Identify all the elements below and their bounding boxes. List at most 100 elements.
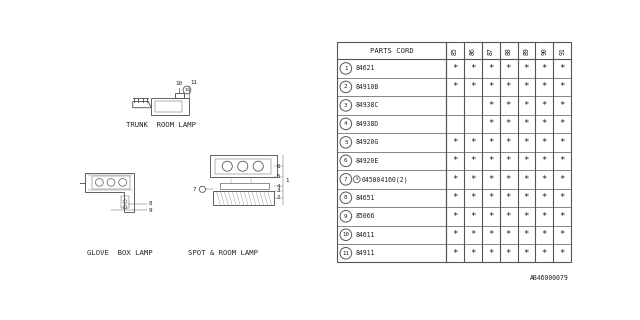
Text: *: * [488,119,493,128]
Text: *: * [488,249,493,258]
Text: *: * [559,64,565,73]
Text: 84611: 84611 [356,232,375,238]
Text: *: * [524,101,529,110]
Bar [155,101,182,112]
Text: SPOT & ROOM LAMP: SPOT & ROOM LAMP [188,250,259,256]
Text: *: * [506,101,511,110]
Text: *: * [559,119,565,128]
Text: *: * [541,212,547,221]
Text: *: * [452,193,458,202]
Text: *: * [470,64,476,73]
Text: PARTS CORD: PARTS CORD [370,48,413,54]
Text: *: * [452,138,458,147]
Text: 4: 4 [276,184,280,189]
Text: 11: 11 [190,80,197,85]
Text: 5: 5 [276,174,280,180]
Text: *: * [452,64,458,73]
Text: *: * [470,193,476,202]
Text: 84920E: 84920E [356,158,379,164]
Text: *: * [488,156,493,165]
Text: 045004160(2): 045004160(2) [362,176,408,182]
Text: 3: 3 [344,103,348,108]
Text: *: * [524,193,529,202]
Text: 84938C: 84938C [356,102,379,108]
Bar [215,158,271,174]
Text: 10: 10 [342,232,349,237]
Text: 1: 1 [344,66,348,71]
Bar [151,99,189,116]
Bar [213,191,274,205]
Text: *: * [488,64,493,73]
Text: *: * [559,249,565,258]
Text: 11: 11 [184,88,189,92]
Text: *: * [541,119,547,128]
Text: *: * [452,212,458,221]
Text: 84920G: 84920G [356,139,379,145]
Text: S: S [355,177,358,181]
Text: 84621: 84621 [356,65,375,71]
Text: AB46000079: AB46000079 [529,275,568,281]
Text: *: * [506,193,511,202]
Text: *: * [559,101,565,110]
Text: *: * [506,83,511,92]
Text: *: * [470,230,476,239]
Text: *: * [452,156,458,165]
Text: 8: 8 [148,202,152,206]
Text: 89: 89 [524,47,529,55]
Text: *: * [488,101,493,110]
Circle shape [340,192,351,204]
Text: *: * [506,249,511,258]
Text: *: * [506,156,511,165]
Bar [92,176,131,188]
Text: *: * [488,83,493,92]
Text: *: * [559,156,565,165]
Bar [210,156,277,177]
Text: *: * [524,230,529,239]
Text: *: * [524,212,529,221]
Text: 9: 9 [344,214,348,219]
Circle shape [340,100,351,111]
Text: *: * [506,230,511,239]
Text: 1: 1 [285,178,289,183]
Circle shape [340,229,351,241]
Text: *: * [559,175,565,184]
Text: 3: 3 [276,188,280,193]
Text: *: * [488,138,493,147]
Text: *: * [559,212,565,221]
Text: 2: 2 [276,195,280,200]
Circle shape [183,86,191,94]
Text: *: * [524,138,529,147]
Text: 7: 7 [344,177,348,182]
Text: 85: 85 [452,47,458,55]
Circle shape [340,247,351,259]
Text: *: * [541,138,547,147]
Bar [121,196,129,208]
Text: *: * [524,175,529,184]
Text: 88: 88 [506,47,511,55]
Text: *: * [541,156,547,165]
Text: *: * [506,64,511,73]
Text: 4: 4 [344,121,348,126]
Bar [337,42,572,262]
Text: *: * [559,193,565,202]
Text: 86: 86 [470,47,476,55]
Text: *: * [506,175,511,184]
Text: *: * [524,64,529,73]
Circle shape [340,81,351,93]
Text: *: * [470,83,476,92]
Text: 7: 7 [193,187,196,192]
Text: *: * [470,138,476,147]
Text: 9: 9 [148,208,152,212]
Text: *: * [524,249,529,258]
Text: *: * [452,175,458,184]
Circle shape [340,137,351,148]
Text: *: * [452,230,458,239]
Text: *: * [559,138,565,147]
Circle shape [340,118,351,130]
Text: *: * [452,83,458,92]
Text: *: * [488,193,493,202]
Text: 2: 2 [344,84,348,89]
Text: *: * [541,193,547,202]
Text: *: * [506,212,511,221]
Text: *: * [488,230,493,239]
